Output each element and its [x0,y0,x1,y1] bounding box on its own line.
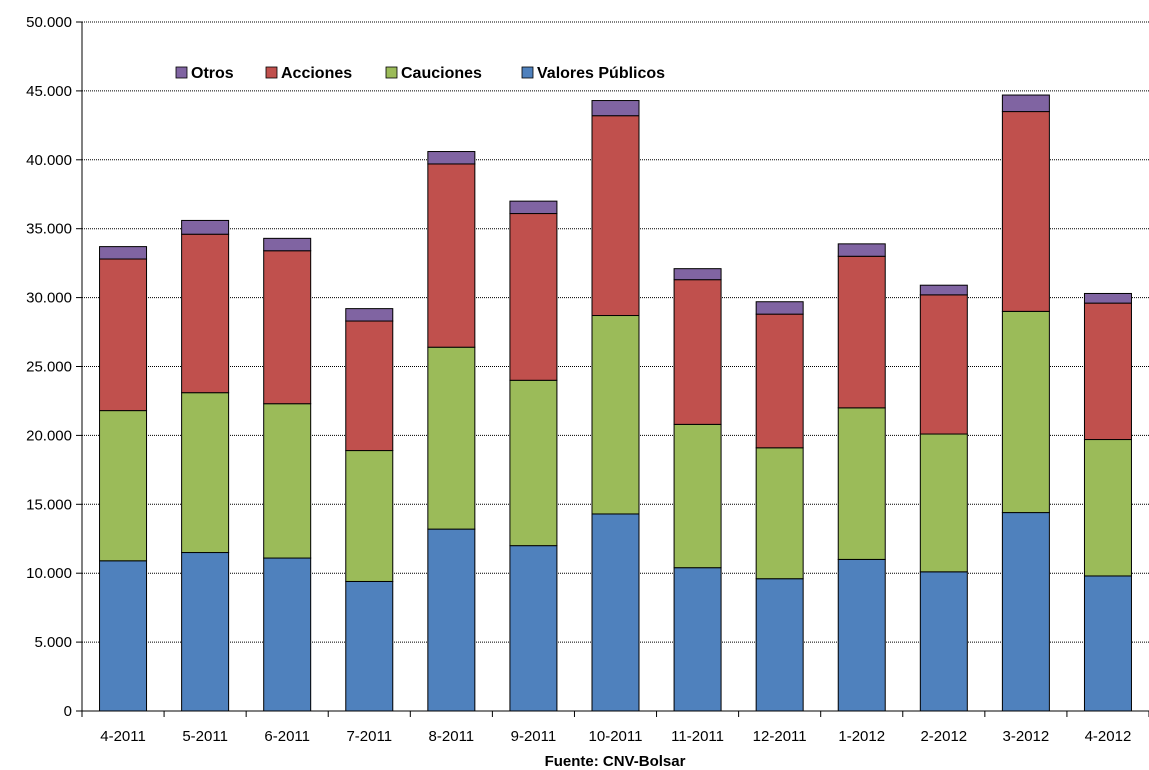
y-tick-label: 50.000 [26,14,72,31]
y-tick-label: 20.000 [26,427,72,444]
bar-segment-cauciones [919,433,968,573]
bar-segment-valores-públicos [181,552,230,712]
y-tick-label: 10.000 [26,565,72,582]
bar-segment-valores-públicos [591,513,640,712]
bar-segment-cauciones [755,447,804,580]
bar-segment-acciones [673,279,722,425]
x-tick-label: 2-2012 [920,728,967,745]
x-tick-label: 5-2011 [182,728,228,745]
x-tick-label: 1-2012 [838,728,885,745]
bars [99,94,1132,712]
legend-swatch [385,66,398,79]
bar-segment-valores-públicos [99,560,148,712]
bar-segment-cauciones [181,392,230,554]
bar-segment-acciones [509,213,558,381]
legend-swatch [175,66,188,79]
bar-segment-cauciones [837,407,886,560]
x-tick-label: 12-2011 [753,728,807,745]
bar-segment-valores-públicos [837,558,886,712]
x-tick-label: 6-2011 [264,728,310,745]
x-tick-label: 10-2011 [589,728,643,745]
bar-segment-otros [181,219,230,235]
x-tick-label: 4-2012 [1085,728,1132,745]
bar-segment-cauciones [509,379,558,547]
bar-segment-otros [837,243,886,257]
bar-segment-otros [427,151,476,165]
bar-segment-acciones [427,163,476,348]
bar-segment-valores-públicos [919,571,968,712]
legend-label: Otros [191,65,234,82]
bar-segment-valores-públicos [673,567,722,712]
bar-segment-valores-públicos [1001,512,1050,712]
bar-segment-acciones [1001,111,1050,312]
bar-segment-cauciones [1001,310,1050,514]
bar-segment-valores-públicos [263,557,312,712]
y-tick-label: 15.000 [26,496,72,513]
bar-segment-cauciones [345,450,394,582]
bar-segment-cauciones [1083,439,1132,577]
y-tick-label: 25.000 [26,359,72,376]
bar-segment-acciones [263,250,312,405]
bar-segment-acciones [591,115,640,317]
bar-segment-otros [1083,292,1132,304]
bar-segment-valores-públicos [345,580,394,712]
bar-segment-cauciones [263,403,312,559]
legend-label: Valores Públicos [537,65,665,82]
x-axis-label: Fuente: CNV-Bolsar [545,753,686,770]
legend-swatch [521,66,534,79]
legend-swatch [265,66,278,79]
bar-segment-otros [345,308,394,322]
y-tick-label: 40.000 [26,152,72,169]
x-tick-label: 4-2011 [100,728,146,745]
bar-segment-acciones [837,255,886,409]
bar-segment-otros [1001,94,1050,113]
axes [76,21,1149,717]
legend-label: Acciones [281,65,352,82]
bar-segment-otros [755,301,804,315]
legend: Otros Acciones Cauciones Valores Públicos [175,65,665,82]
bar-segment-valores-públicos [755,578,804,712]
y-tick-label: 30.000 [26,290,72,307]
bar-segment-otros [263,237,312,252]
x-tick-label: 9-2011 [511,728,557,745]
bar-segment-valores-públicos [509,545,558,712]
bar-segment-acciones [181,233,230,394]
y-tick-label: 45.000 [26,83,72,100]
y-tick-labels: 0 5.000 10.000 15.000 20.000 25.000 30.000 35.0… [26,14,72,720]
x-tick-label: 3-2012 [1003,728,1050,745]
bar-segment-otros [99,246,148,260]
bar-segment-otros [919,284,968,296]
bar-segment-acciones [345,320,394,452]
bar-segment-acciones [919,294,968,435]
y-tick-label: 0 [64,703,72,720]
x-tick-label: 7-2011 [346,728,392,745]
bar-segment-otros [673,268,722,281]
x-tick-label: 8-2011 [429,728,475,745]
bar-segment-otros [509,200,558,215]
y-tick-label: 5.000 [34,634,72,651]
bar-segment-cauciones [591,315,640,515]
bar-segment-cauciones [673,423,722,569]
x-tick-labels: 4-2011 5-2011 6-2011 7-2011 8-2011 9-2011 10-2… [100,728,1131,745]
bar-segment-valores-públicos [427,528,476,712]
bar-segment-cauciones [427,346,476,530]
x-tick-label: 11-2011 [671,728,724,745]
bar-segment-acciones [99,258,148,412]
bar-segment-valores-públicos [1083,575,1132,712]
legend-label: Cauciones [401,65,482,82]
bar-segment-otros [591,100,640,117]
bar-segment-acciones [755,313,804,449]
bar-segment-cauciones [99,410,148,562]
bar-segment-acciones [1083,302,1132,441]
y-tick-label: 35.000 [26,221,72,238]
